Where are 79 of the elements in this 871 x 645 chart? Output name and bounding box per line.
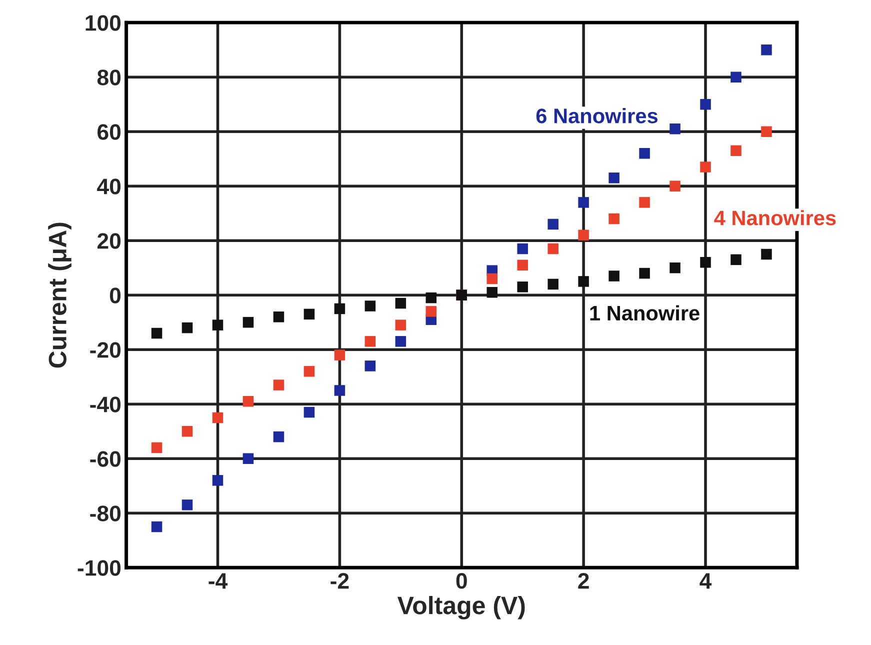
point (151, 328, 162, 339)
point (517, 260, 528, 270)
point (242, 453, 254, 464)
point (304, 406, 315, 418)
point (334, 303, 346, 314)
y-tick-label: 40 (97, 178, 121, 194)
point (730, 145, 742, 156)
point (426, 306, 437, 317)
point (608, 213, 620, 224)
y-tick-label: 0 (110, 288, 121, 304)
x-tick-label: -2 (330, 573, 349, 589)
point (242, 316, 254, 328)
point (273, 431, 284, 442)
y-tick-label: 60 (98, 124, 121, 140)
point (242, 396, 254, 407)
point (670, 180, 680, 192)
point (212, 320, 224, 330)
point (486, 286, 498, 298)
y-tick-label: -60 (90, 451, 121, 467)
y-axis-title: Current (μA) (48, 222, 72, 368)
x-tick-label: 2 (578, 573, 589, 589)
series-label: 6 Nanowires (536, 108, 658, 124)
point (730, 254, 742, 266)
point (426, 292, 437, 304)
point (517, 243, 528, 254)
point (639, 197, 650, 208)
point (182, 500, 193, 510)
x-axis-title: Voltage (V) (397, 596, 525, 620)
point (578, 276, 589, 287)
point (548, 218, 558, 230)
point (334, 350, 346, 360)
x-tick-label: -4 (208, 573, 228, 589)
x-tick-label: 4 (700, 573, 712, 589)
y-tick-label: 20 (97, 233, 121, 249)
point (395, 336, 406, 347)
series-label: 4 Nanowires (714, 210, 836, 226)
point (151, 521, 162, 532)
point (548, 278, 558, 290)
point (364, 300, 376, 312)
y-tick-label: -40 (90, 396, 121, 412)
y-tick-label: -100 (78, 560, 121, 576)
point (639, 268, 650, 279)
point (761, 248, 772, 260)
point (151, 442, 162, 454)
point (304, 366, 315, 377)
point (670, 262, 680, 274)
point (578, 230, 589, 241)
y-tick-label: -80 (90, 506, 121, 522)
point (608, 270, 620, 282)
point (212, 475, 224, 486)
point (273, 380, 284, 390)
point (670, 123, 680, 134)
point (212, 412, 224, 424)
point (486, 273, 498, 284)
point (364, 336, 376, 347)
x-tick-label: 0 (456, 573, 467, 589)
point (730, 72, 742, 82)
point (334, 385, 346, 396)
point (761, 44, 772, 56)
point (364, 360, 376, 372)
point (182, 426, 193, 437)
y-tick-label: -20 (90, 342, 121, 358)
point (273, 312, 284, 322)
point (395, 298, 406, 309)
point (304, 308, 315, 320)
point (761, 126, 772, 137)
point (517, 282, 528, 292)
series-label: 1 Nanowire (590, 305, 700, 321)
point (395, 320, 406, 330)
point (700, 257, 711, 268)
point (182, 322, 193, 334)
y-tick-label: 100 (86, 15, 121, 31)
y-tick-label: 80 (97, 70, 121, 86)
point (608, 172, 620, 184)
point (639, 148, 650, 159)
point (700, 162, 711, 172)
point (548, 243, 558, 254)
point (700, 98, 711, 110)
point (578, 197, 589, 208)
